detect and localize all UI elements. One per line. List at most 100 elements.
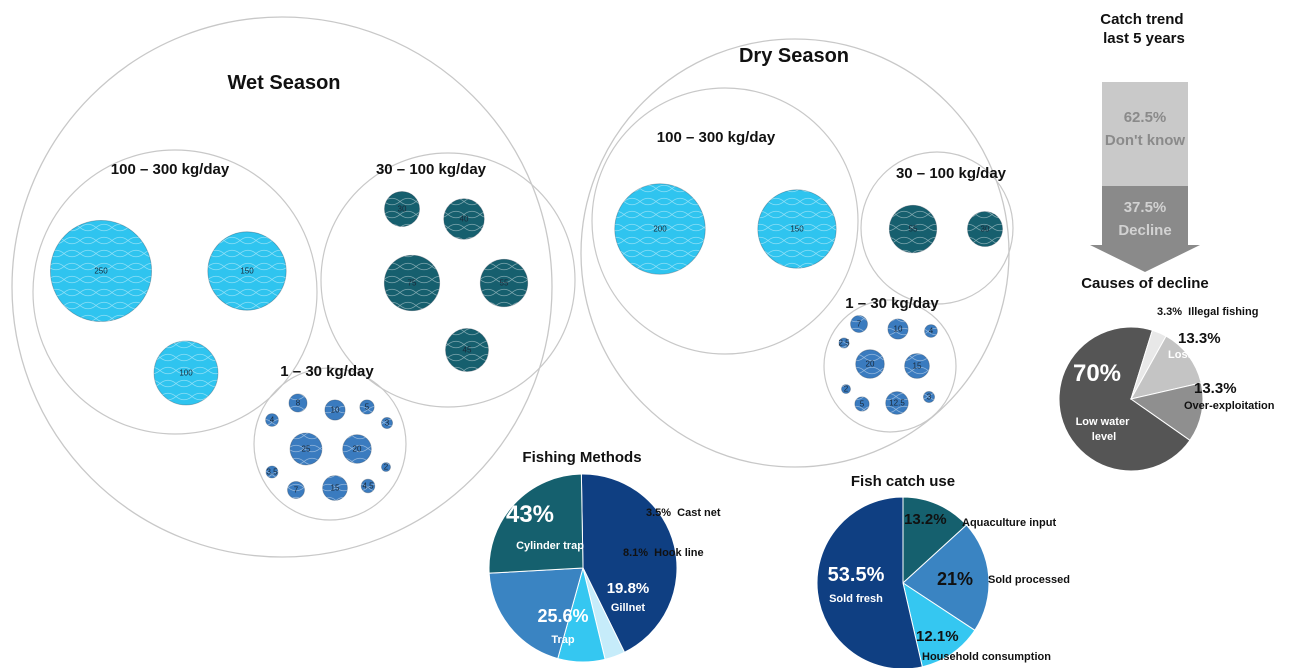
dry-bubble: 2.5 <box>838 337 850 349</box>
use-aquaculture-value: 13.2% <box>904 511 947 528</box>
dry-season-panel: Dry Season 100 – 300 kg/day 30 – 100 kg/… <box>580 38 1014 468</box>
methods-hook-name: Hook line <box>654 547 704 559</box>
wet-bubble-value: 55 <box>500 279 509 288</box>
trend-dont-know-label: Don't know <box>1105 132 1186 149</box>
wet-bubble: 55 <box>479 258 529 308</box>
dry-bubble-fish-pattern <box>855 349 885 379</box>
wet-bubble: 3 <box>381 417 393 429</box>
dry-bubble-fish-pattern <box>967 211 1003 247</box>
dry-bubble-value: 4 <box>929 327 934 336</box>
wet-bubble-fish-pattern <box>50 220 152 322</box>
wet-bubble-value: 4 <box>270 416 275 425</box>
dry-bubble-value: 150 <box>790 225 804 234</box>
wet-mid-group-ring <box>320 152 576 408</box>
trend-decline-label: Decline <box>1118 222 1171 239</box>
wet-bubbles: 250 150 100 30 40 75 55 45 4 8 10 5 3 25 20 3.5 7 15 4.5 2 <box>50 191 529 501</box>
dry-bubble-value: 2 <box>844 385 849 394</box>
wet-bubble-fish-pattern <box>342 434 372 464</box>
wet-bubble-fish-pattern <box>384 255 440 311</box>
wet-bubble-value: 100 <box>179 369 193 378</box>
dry-bubble-value: 2.5 <box>838 339 850 348</box>
dry-season-title: Dry Season <box>739 45 849 67</box>
dry-bubble-value: 200 <box>653 225 667 234</box>
methods-gillnet-name: Gillnet <box>611 602 646 614</box>
wet-bubble-value: 45 <box>463 346 472 355</box>
wet-bubble: 20 <box>342 434 372 464</box>
dry-bubble-fish-pattern <box>923 391 935 403</box>
use-fresh-value: 53.5% <box>828 564 885 586</box>
wet-bubble-fish-pattern <box>381 417 393 429</box>
pie-slice-over-exploitation <box>1129 382 1204 441</box>
use-fresh-name: Sold fresh <box>829 593 883 605</box>
wet-bubble-value: 150 <box>240 267 254 276</box>
wet-bubble-value: 3 <box>385 419 390 428</box>
wet-bubble-value: 75 <box>408 279 417 288</box>
dry-bubble-value: 15 <box>913 362 922 371</box>
dry-bubble: 200 <box>614 183 706 275</box>
wet-bubble-fish-pattern <box>381 462 391 472</box>
causes-title: Causes of decline <box>1081 275 1209 292</box>
pie-slice-sold-processed <box>902 524 990 631</box>
dry-bubble-value: 55 <box>909 225 918 234</box>
wet-bubble-fish-pattern <box>265 413 279 427</box>
wet-low-group-ring <box>253 367 407 521</box>
wet-mid-group-label: 30 – 100 kg/day <box>376 161 487 178</box>
wet-bubble-fish-pattern <box>207 231 287 311</box>
wet-bubble: 8 <box>288 393 308 413</box>
methods-cast-name: Cast net <box>677 507 721 519</box>
use-processed-value: 21% <box>937 569 973 589</box>
wet-bubble: 10 <box>324 399 346 421</box>
dry-mid-group-label: 30 – 100 kg/day <box>896 165 1007 182</box>
wet-bubble-value: 2 <box>384 463 389 472</box>
dry-bubble-value: 5 <box>860 400 865 409</box>
trend-decline-value: 37.5% <box>1124 199 1167 216</box>
causes-pie <box>1058 326 1204 472</box>
wet-bubble: 250 <box>50 220 152 322</box>
wet-bubble-fish-pattern <box>266 466 278 478</box>
methods-hook-value: 8.1% <box>623 547 648 559</box>
dry-bubble: 12.5 <box>885 391 909 415</box>
wet-bubble: 100 <box>153 340 219 406</box>
wet-bubble: 7 <box>287 481 305 499</box>
dry-bubble-value: 20 <box>866 360 875 369</box>
wet-bubble: 3.5 <box>265 465 279 479</box>
wet-bubble-value: 250 <box>94 267 108 276</box>
wet-bubble-value: 10 <box>331 406 340 415</box>
wet-bubble: 15 <box>322 475 348 501</box>
wet-bubble: 45 <box>445 328 489 372</box>
fish-catch-use-panel: Fish catch use 13.2% Aquaculture input 2… <box>816 473 1070 668</box>
wet-bubble: 150 <box>207 231 287 311</box>
wet-bubble-fish-pattern <box>154 341 218 405</box>
dry-high-group-ring <box>591 87 859 355</box>
causes-panel: Causes of decline 3.3% Illegal fishing 1… <box>1058 275 1275 472</box>
wet-high-group-label: 100 – 300 kg/day <box>111 161 230 178</box>
dry-bubble: 10 <box>887 318 909 340</box>
wet-bubble-value: 7 <box>294 486 299 495</box>
dry-bubble: 3 <box>923 391 935 403</box>
methods-cast-label: 3.5% Cast net <box>646 507 721 519</box>
pie-slice-low-water-level <box>1058 326 1191 472</box>
methods-trap-value: 25.6% <box>537 606 588 626</box>
wet-bubble: 75 <box>383 254 441 312</box>
dry-high-group-label: 100 – 300 kg/day <box>657 129 776 146</box>
wet-bubble-value: 20 <box>353 445 362 454</box>
dry-bubble-fish-pattern <box>850 315 868 333</box>
wet-bubble-fish-pattern <box>287 481 305 499</box>
wet-bubble-value: 15 <box>331 484 340 493</box>
wet-bubble-fish-pattern <box>443 198 485 240</box>
fishing-methods-panel: Fishing Methods 43% Cylinder trap 3.5% C… <box>488 449 721 663</box>
pie-slice-loss-of-forest <box>1130 335 1202 400</box>
dry-bubble-fish-pattern <box>841 384 851 394</box>
pie-slice-aquaculture-input <box>902 496 968 585</box>
dry-bubble-fish-pattern <box>885 391 909 415</box>
pie-slice-household-consumption <box>902 581 976 668</box>
dry-bubble: 150 <box>757 189 837 269</box>
causes-over-value: 13.3% <box>1194 380 1237 397</box>
wet-bubble: 25 <box>289 432 323 466</box>
pie-slice-trap <box>488 473 584 574</box>
wet-bubble: 4 <box>265 413 279 427</box>
methods-cast-value: 3.5% <box>646 507 671 519</box>
wet-low-group-label: 1 – 30 kg/day <box>280 363 374 380</box>
causes-low-value: 70% <box>1073 360 1121 387</box>
